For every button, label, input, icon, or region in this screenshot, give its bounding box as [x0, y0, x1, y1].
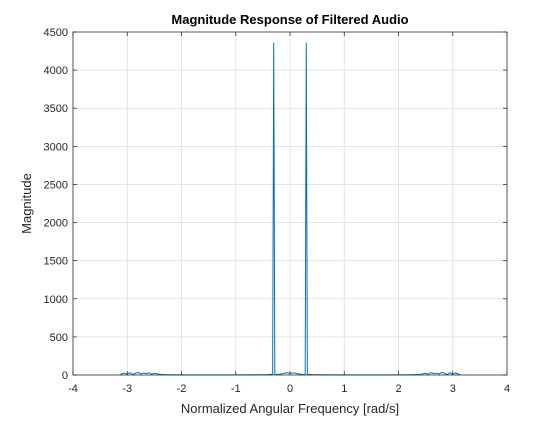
x-tick-label: -2 — [177, 383, 187, 395]
y-tick-label: 3000 — [44, 141, 68, 153]
x-tick-label: -3 — [122, 383, 132, 395]
x-tick-label: -4 — [68, 383, 78, 395]
y-tick-label: 2000 — [44, 218, 68, 230]
y-tick-label: 500 — [50, 332, 68, 344]
y-tick-label: 1500 — [44, 256, 68, 268]
y-tick-label: 1000 — [44, 294, 68, 306]
y-axis-label: Magnitude — [19, 173, 34, 234]
x-tick-label: 4 — [504, 383, 510, 395]
x-axis-label: Normalized Angular Frequency [rad/s] — [181, 401, 399, 416]
x-tick-label: 1 — [341, 383, 347, 395]
y-tick-label: 4500 — [44, 27, 68, 39]
x-tick-label: 0 — [287, 383, 293, 395]
tick-marks — [72, 31, 508, 376]
y-tick-labels: 0 500 1000 1500 2000 2500 3000 3500 4000 4500 — [44, 27, 68, 382]
x-tick-label: 3 — [450, 383, 456, 395]
y-tick-label: 4000 — [44, 65, 68, 77]
y-tick-label: 2500 — [44, 179, 68, 191]
x-tick-label: 2 — [395, 383, 401, 395]
x-tick-labels: -4 -3 -2 -1 0 1 2 3 4 — [68, 383, 510, 395]
chart-title: Magnitude Response of Filtered Audio — [171, 12, 408, 27]
y-tick-label: 3500 — [44, 103, 68, 115]
y-tick-label: 0 — [62, 370, 68, 382]
x-tick-label: -1 — [231, 383, 241, 395]
